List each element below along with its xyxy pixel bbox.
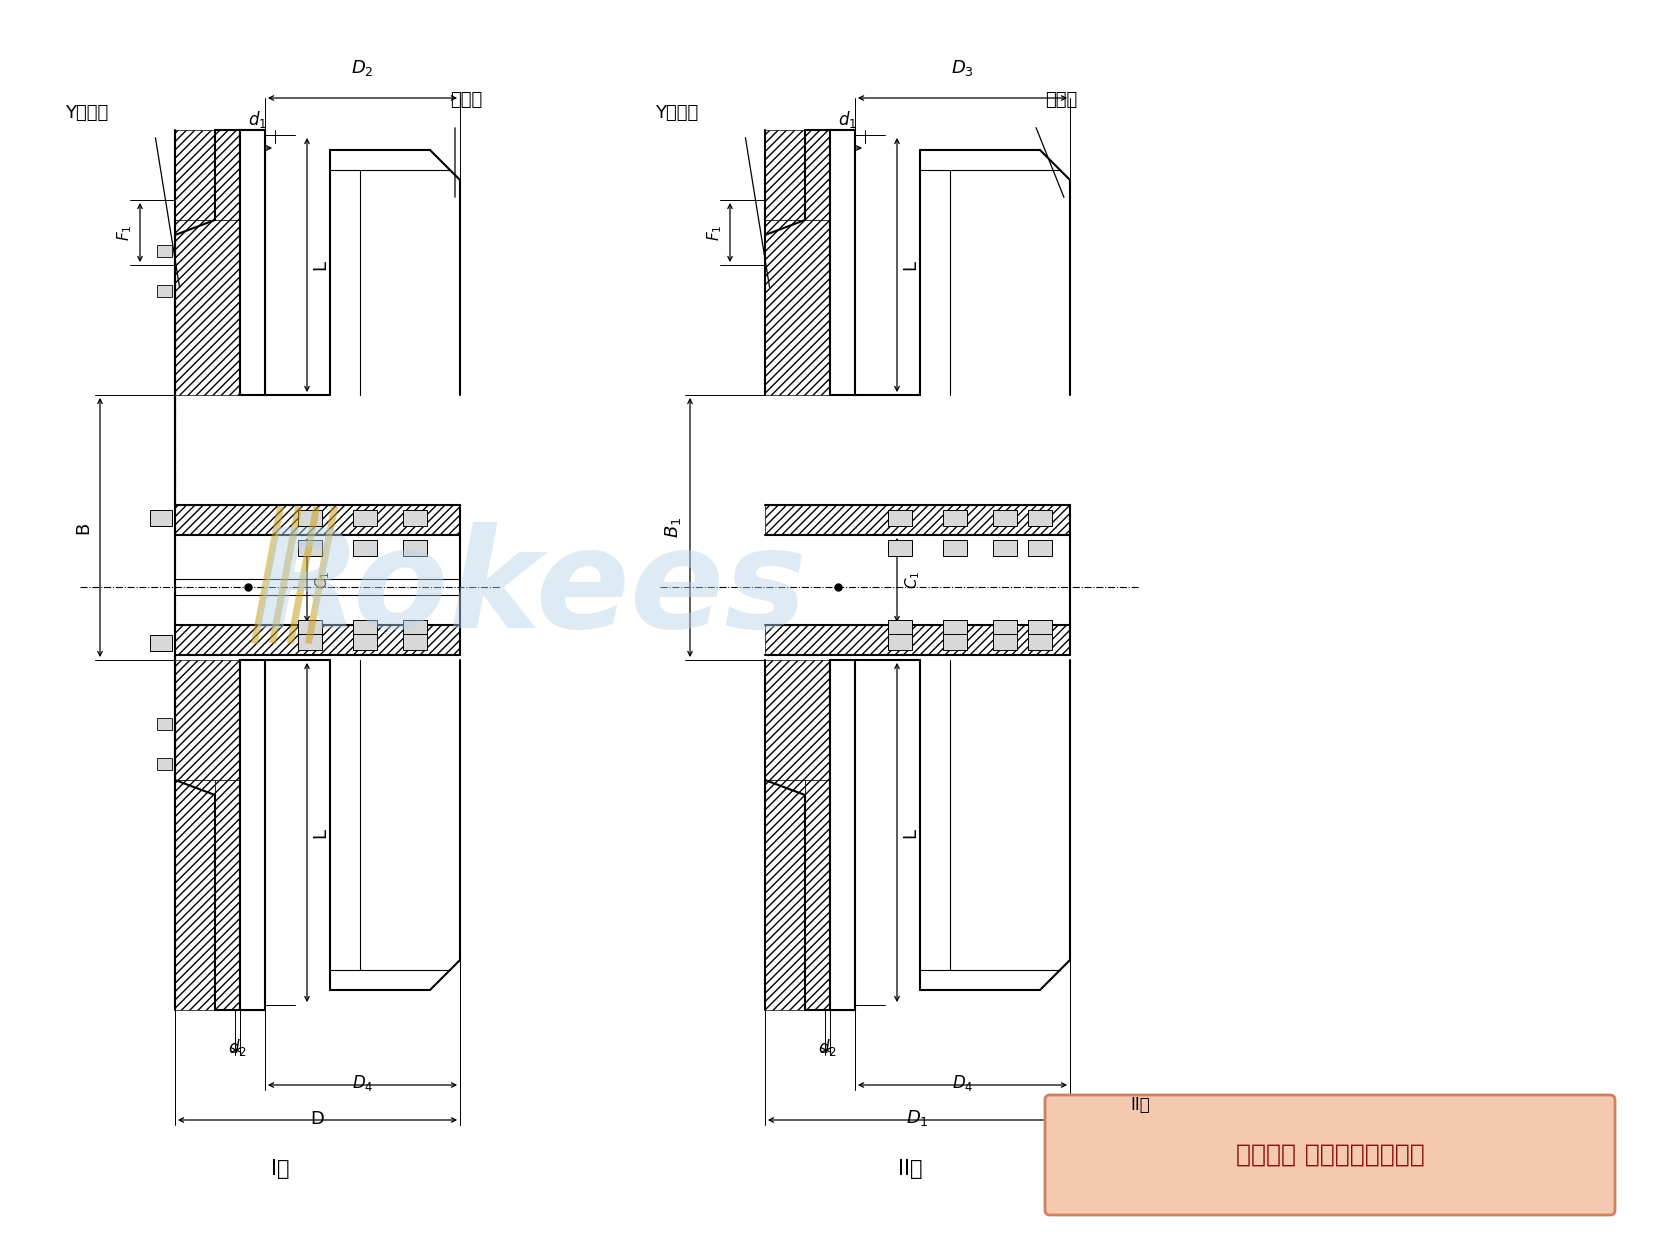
Bar bbox=[353, 634, 376, 650]
Text: L: L bbox=[900, 828, 919, 838]
Text: $B_1$: $B_1$ bbox=[664, 517, 684, 538]
Bar bbox=[297, 541, 323, 556]
Bar bbox=[403, 541, 427, 556]
Bar bbox=[175, 780, 215, 1011]
Text: II型: II型 bbox=[1131, 1096, 1149, 1114]
Text: C: C bbox=[906, 514, 921, 525]
Text: 注油孔: 注油孔 bbox=[450, 91, 482, 110]
Bar bbox=[175, 220, 240, 394]
Bar bbox=[1028, 620, 1052, 636]
Bar bbox=[830, 130, 855, 394]
Bar bbox=[764, 130, 805, 220]
Bar bbox=[764, 780, 805, 1011]
Bar bbox=[942, 541, 968, 556]
Bar bbox=[889, 541, 912, 556]
Bar bbox=[403, 634, 427, 650]
Text: $D_3$: $D_3$ bbox=[951, 58, 974, 78]
Bar bbox=[764, 505, 1070, 536]
Text: Y型轴孔: Y型轴孔 bbox=[66, 105, 108, 122]
Bar bbox=[353, 541, 376, 556]
Bar bbox=[830, 660, 855, 1011]
Bar bbox=[150, 510, 171, 525]
Text: L: L bbox=[311, 828, 329, 838]
Bar bbox=[240, 660, 265, 1011]
Text: L: L bbox=[900, 260, 919, 270]
Bar bbox=[942, 510, 968, 525]
Bar bbox=[764, 220, 830, 394]
Bar bbox=[942, 634, 968, 650]
Bar bbox=[403, 620, 427, 636]
Bar bbox=[175, 505, 460, 536]
Bar bbox=[156, 718, 171, 730]
Text: Y型轴孔: Y型轴孔 bbox=[655, 105, 699, 122]
Text: Rokees: Rokees bbox=[254, 523, 806, 658]
Text: L: L bbox=[311, 260, 329, 270]
Text: 注油孔: 注油孔 bbox=[1045, 91, 1077, 110]
Bar bbox=[215, 780, 240, 1011]
Bar bbox=[764, 660, 830, 780]
Bar bbox=[175, 660, 240, 780]
Text: $D_1$: $D_1$ bbox=[906, 1108, 929, 1128]
Text: D: D bbox=[311, 1110, 324, 1128]
Bar bbox=[805, 780, 830, 1011]
Bar bbox=[1028, 634, 1052, 650]
FancyBboxPatch shape bbox=[1045, 1095, 1614, 1215]
Text: $D_4$: $D_4$ bbox=[953, 1074, 973, 1092]
Bar bbox=[889, 620, 912, 636]
Bar bbox=[805, 130, 830, 220]
Text: 版权所有 侵权必被严厉追究: 版权所有 侵权必被严厉追究 bbox=[1235, 1143, 1425, 1167]
Text: $F_1$: $F_1$ bbox=[706, 224, 724, 241]
Bar bbox=[175, 625, 460, 655]
Bar bbox=[156, 244, 171, 257]
Bar bbox=[175, 130, 215, 220]
Bar bbox=[1028, 541, 1052, 556]
Bar bbox=[215, 130, 240, 220]
Bar bbox=[156, 285, 171, 297]
Bar bbox=[889, 510, 912, 525]
Text: $D_4$: $D_4$ bbox=[351, 1074, 373, 1092]
Text: II型: II型 bbox=[897, 1159, 922, 1179]
Text: $d_2$: $d_2$ bbox=[818, 1037, 837, 1058]
Bar bbox=[942, 620, 968, 636]
Bar bbox=[889, 634, 912, 650]
Bar bbox=[403, 510, 427, 525]
Bar bbox=[156, 759, 171, 770]
Text: $F_1$: $F_1$ bbox=[116, 224, 134, 241]
Bar bbox=[993, 620, 1016, 636]
Bar bbox=[150, 635, 171, 651]
Bar bbox=[297, 620, 323, 636]
Text: $D_2$: $D_2$ bbox=[351, 58, 375, 78]
Text: $d_1$: $d_1$ bbox=[838, 110, 857, 130]
Bar bbox=[993, 634, 1016, 650]
Text: $C_1$: $C_1$ bbox=[314, 571, 333, 590]
Text: $d_2$: $d_2$ bbox=[228, 1037, 247, 1058]
Bar bbox=[353, 510, 376, 525]
Bar bbox=[297, 634, 323, 650]
Bar bbox=[993, 541, 1016, 556]
Bar bbox=[1028, 510, 1052, 525]
Text: $C_1$: $C_1$ bbox=[904, 571, 922, 590]
Bar bbox=[297, 510, 323, 525]
Text: I型: I型 bbox=[270, 1159, 289, 1179]
Bar bbox=[993, 510, 1016, 525]
Bar bbox=[353, 620, 376, 636]
Text: C: C bbox=[316, 514, 331, 525]
Text: B: B bbox=[74, 522, 92, 534]
Bar bbox=[240, 130, 265, 394]
Bar bbox=[764, 625, 1070, 655]
Text: $d_1$: $d_1$ bbox=[249, 110, 267, 130]
